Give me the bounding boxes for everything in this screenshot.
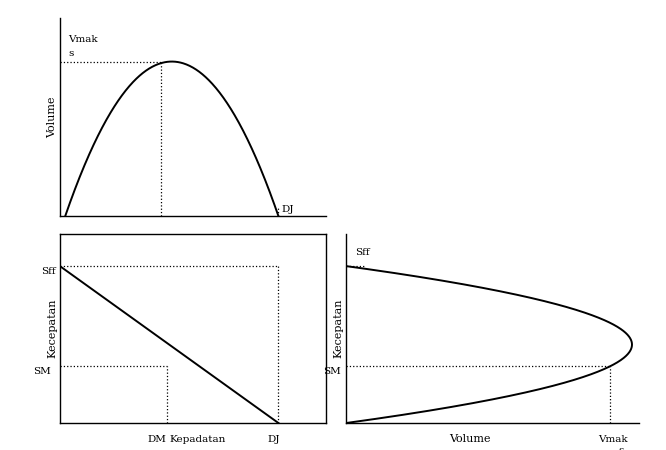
Text: Volume: Volume bbox=[449, 434, 490, 444]
Y-axis label: Kecepatan: Kecepatan bbox=[47, 299, 57, 358]
Text: s: s bbox=[619, 446, 624, 450]
Text: DM: DM bbox=[148, 435, 166, 444]
Text: Vmak: Vmak bbox=[598, 435, 628, 444]
Text: Kecepatan: Kecepatan bbox=[169, 235, 224, 244]
Text: DJ: DJ bbox=[281, 205, 294, 214]
Text: SM: SM bbox=[33, 367, 51, 376]
Text: Vmak: Vmak bbox=[68, 35, 97, 44]
Text: DM: DM bbox=[148, 235, 166, 244]
Text: Sff: Sff bbox=[41, 267, 56, 276]
Text: SM: SM bbox=[323, 367, 340, 376]
Y-axis label: Kecepatan: Kecepatan bbox=[334, 299, 344, 358]
Y-axis label: Volume: Volume bbox=[47, 96, 57, 138]
Text: Sff: Sff bbox=[355, 248, 370, 257]
Text: Kepadatan: Kepadatan bbox=[169, 435, 226, 444]
Text: s: s bbox=[68, 49, 73, 58]
Text: DJ: DJ bbox=[268, 435, 280, 444]
